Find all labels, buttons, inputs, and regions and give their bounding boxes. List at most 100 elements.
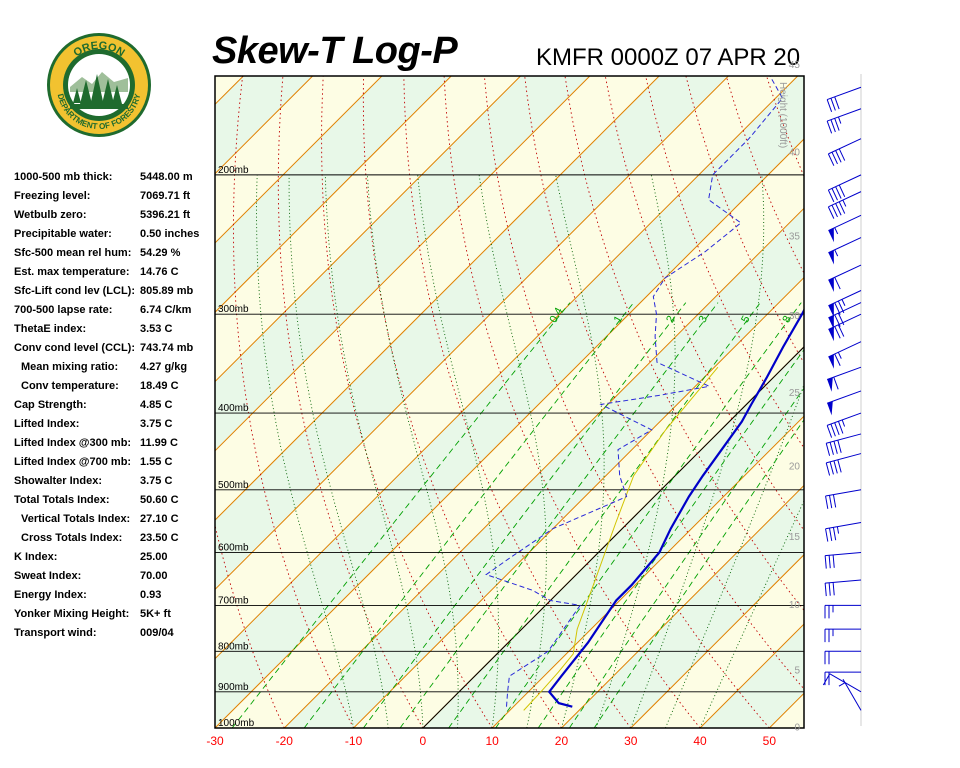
dry-adiabat bbox=[887, 76, 960, 728]
index-label: K Index: bbox=[14, 551, 58, 563]
wind-barb bbox=[824, 551, 862, 569]
dry-adiabat bbox=[928, 76, 960, 728]
dry-adiabat bbox=[645, 76, 804, 449]
mixing-ratio-label: 8 bbox=[780, 314, 793, 325]
wind-barb bbox=[824, 650, 861, 665]
isotherm-line bbox=[839, 76, 960, 728]
isotherm-line bbox=[215, 138, 804, 728]
barb-full bbox=[824, 583, 827, 597]
barb-full bbox=[835, 150, 842, 163]
wind-barb bbox=[824, 604, 861, 619]
barb-full bbox=[838, 184, 846, 198]
height-tick-label: 5 bbox=[794, 665, 800, 676]
index-label: Wetbulb zero: bbox=[14, 209, 87, 221]
moist-adiabat bbox=[555, 174, 605, 728]
isotherm-line bbox=[215, 76, 244, 106]
moist-adiabat bbox=[288, 174, 389, 728]
isotherm-line bbox=[215, 76, 591, 452]
barb-staff bbox=[828, 290, 862, 307]
index-label: Vertical Totals Index: bbox=[21, 513, 131, 525]
barb-staff bbox=[825, 551, 862, 557]
mixing-ratio-line bbox=[448, 302, 761, 728]
wind-barb bbox=[825, 489, 862, 509]
barb-full bbox=[834, 422, 840, 436]
index-value: 743.74 mb bbox=[140, 342, 194, 354]
index-row: Sfc-Lift cond lev (LCL): 805.89 mb bbox=[14, 282, 214, 301]
index-label: Cap Strength: bbox=[14, 399, 87, 411]
barb-full bbox=[837, 440, 842, 453]
index-label: 700-500 lapse rate: bbox=[14, 304, 113, 316]
dry-adiabat bbox=[483, 76, 770, 728]
isotherm-line bbox=[215, 76, 521, 383]
index-value: 25.00 bbox=[140, 551, 168, 563]
temperature-tick-label: 0 bbox=[420, 734, 427, 748]
index-value: 4.27 g/kg bbox=[140, 361, 188, 373]
height-tick-label: 0 bbox=[794, 722, 800, 733]
index-label: Total Totals Index: bbox=[14, 494, 110, 506]
isotherm-line bbox=[0, 76, 174, 728]
barb-half bbox=[837, 352, 842, 359]
dewpoint-profile bbox=[485, 76, 784, 707]
index-row: Total Totals Index: 50.60 C bbox=[14, 491, 214, 510]
chart-title: Skew-T Log-P bbox=[212, 30, 458, 72]
barb-half bbox=[841, 419, 846, 427]
isotherm-line bbox=[215, 76, 383, 244]
index-label: Conv cond level (CCL): bbox=[14, 342, 136, 354]
wind-barb bbox=[828, 264, 862, 292]
temperature-band bbox=[0, 76, 174, 728]
index-row: Sweat Index: 70.00 bbox=[14, 567, 214, 586]
wind-barb bbox=[825, 433, 862, 456]
index-row: Lifted Index @700 mb: 1.55 C bbox=[14, 453, 214, 472]
wind-barb bbox=[828, 237, 862, 265]
isobar-label: 600mb bbox=[218, 542, 249, 553]
index-row: Conv cond level (CCL): 743.74 mb bbox=[14, 339, 214, 358]
barb-full bbox=[834, 302, 841, 315]
barb-full bbox=[829, 442, 834, 455]
index-value: 11.99 C bbox=[140, 437, 178, 449]
wind-barb bbox=[827, 366, 862, 392]
dry-adiabat bbox=[403, 76, 632, 728]
height-tick-label: 40 bbox=[789, 148, 801, 159]
index-value: 5396.21 ft bbox=[140, 209, 191, 221]
isotherm-line bbox=[215, 76, 660, 521]
isotherm-line bbox=[215, 76, 452, 313]
wind-barb bbox=[826, 412, 862, 438]
index-label: Conv temperature: bbox=[21, 380, 119, 392]
index-label: Sweat Index: bbox=[14, 570, 82, 582]
index-row: Energy Index: 0.93 bbox=[14, 586, 214, 605]
wind-barb bbox=[826, 86, 862, 112]
wind-barb bbox=[825, 522, 862, 542]
barb-flag bbox=[828, 250, 834, 265]
index-value: 18.49 C bbox=[140, 380, 179, 392]
barb-full bbox=[830, 98, 836, 111]
dry-adiabat bbox=[847, 76, 960, 728]
barb-flag bbox=[828, 228, 834, 243]
barb-full bbox=[838, 201, 846, 214]
wind-barb bbox=[824, 628, 861, 643]
wind-barb bbox=[827, 191, 862, 219]
logo-top-text: OREGON bbox=[71, 40, 126, 60]
barb-staff bbox=[828, 264, 862, 281]
barb-full bbox=[827, 153, 835, 166]
height-tick-label: 30 bbox=[789, 311, 801, 322]
barb-staff bbox=[827, 366, 862, 380]
index-label: Sfc-Lift cond lev (LCL): bbox=[14, 285, 135, 297]
barb-full bbox=[837, 459, 842, 473]
index-label: ThetaE index: bbox=[14, 323, 87, 335]
barb-staff bbox=[829, 673, 862, 693]
index-label: Lifted Index @300 mb: bbox=[14, 437, 132, 449]
index-value: 4.85 C bbox=[140, 399, 173, 411]
height-axis-title: Height (1000ft) bbox=[777, 82, 788, 148]
index-value: 009/04 bbox=[140, 627, 174, 639]
barb-full bbox=[830, 119, 836, 133]
index-value: 70.00 bbox=[140, 570, 168, 582]
index-label: Lifted Index @700 mb: bbox=[14, 456, 132, 468]
index-row: Vertical Totals Index: 27.10 C bbox=[14, 510, 214, 529]
barb-half bbox=[834, 227, 839, 235]
index-row: ThetaE index: 3.53 C bbox=[14, 320, 214, 339]
index-row: Wetbulb zero: 5396.21 ft bbox=[14, 206, 214, 225]
barb-full bbox=[834, 314, 841, 327]
barb-staff bbox=[827, 86, 862, 101]
barb-full bbox=[834, 118, 840, 131]
